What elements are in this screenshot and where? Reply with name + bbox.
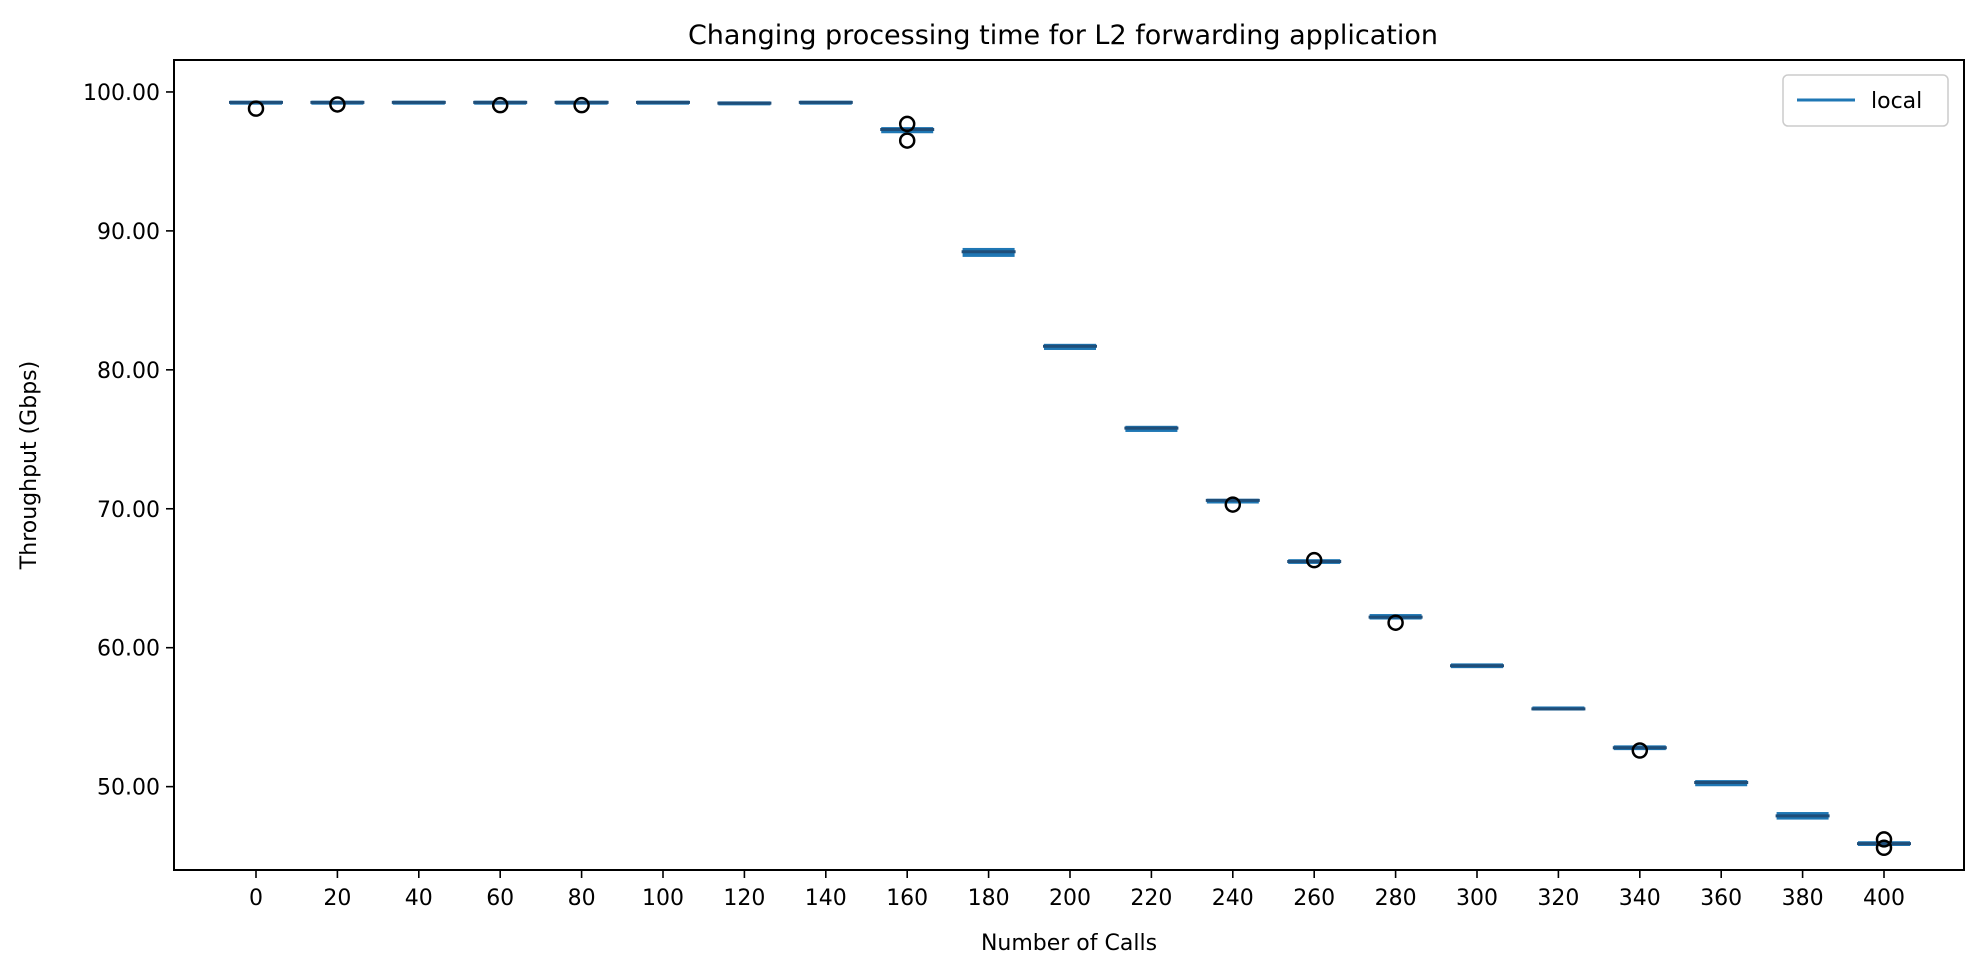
outlier-point [491, 96, 509, 114]
x-tick-label: 320 [1537, 886, 1579, 911]
y-tick-label: 90.00 [97, 220, 160, 245]
x-tick-label: 380 [1782, 886, 1824, 911]
x-axis-label: Number of Calls [981, 931, 1157, 956]
y-tick-label: 70.00 [97, 498, 160, 523]
box-group [473, 96, 528, 114]
outlier-point [573, 96, 590, 114]
x-axis-ticks: 0 20 40 60 80 100 120 140 160 180 200 220 240 260 280 3… [249, 870, 1905, 911]
legend: local [1782, 74, 1949, 127]
x-tick-label: 140 [805, 886, 847, 911]
outlier-point [247, 100, 265, 117]
outlier-point [329, 96, 346, 113]
x-tick-label: 60 [486, 886, 514, 911]
outlier-point [1387, 614, 1404, 631]
plot-frame [173, 59, 1965, 871]
y-axis-label: Throughput (Gbps) [17, 361, 42, 570]
box-group [310, 96, 365, 113]
outlier-point [1305, 551, 1323, 569]
x-tick-label: 400 [1863, 886, 1905, 911]
plot-area [229, 96, 1911, 857]
x-tick-label: 20 [323, 886, 351, 911]
y-tick-label: 50.00 [97, 776, 160, 801]
y-tick-label: 100.00 [83, 81, 160, 106]
x-tick-label: 160 [886, 886, 928, 911]
outlier-point [1875, 831, 1893, 848]
legend-frame [1782, 74, 1949, 127]
box-group [961, 247, 1016, 257]
outlier-point [898, 115, 916, 133]
y-tick-label: 60.00 [97, 637, 160, 662]
x-tick-label: 40 [405, 886, 433, 911]
x-tick-label: 80 [568, 886, 596, 911]
outlier-point [1875, 839, 1893, 857]
box-group [1368, 614, 1423, 631]
box-group [554, 96, 609, 114]
x-tick-label: 100 [642, 886, 684, 911]
y-axis-ticks: 50.00 60.00 70.00 80.00 90.00 100.00 [83, 81, 174, 801]
box-group [1043, 343, 1097, 350]
outlier-point [898, 132, 916, 149]
box-group [798, 100, 853, 105]
box-group [1857, 831, 1911, 857]
box-group [1450, 663, 1504, 669]
x-tick-label: 200 [1049, 886, 1091, 911]
x-tick-label: 360 [1700, 886, 1742, 911]
box-group [880, 115, 935, 149]
x-tick-label: 220 [1130, 886, 1172, 911]
outlier-point [1224, 496, 1242, 513]
x-tick-label: 240 [1212, 886, 1254, 911]
box-group [391, 100, 446, 105]
box-group [1694, 780, 1749, 787]
box-group [1287, 551, 1342, 569]
box-group [1775, 812, 1830, 820]
box-group [717, 101, 772, 106]
box-group [1531, 706, 1586, 711]
x-tick-label: 0 [249, 886, 263, 911]
box-group [1124, 425, 1179, 432]
outlier-point [1631, 742, 1649, 759]
y-tick-label: 80.00 [97, 359, 160, 384]
chart-title: Changing processing time for L2 forwardi… [688, 20, 1438, 51]
x-tick-label: 180 [968, 886, 1010, 911]
box-group [229, 100, 283, 117]
legend-label-local: local [1871, 89, 1922, 114]
x-tick-label: 340 [1619, 886, 1661, 911]
x-tick-label: 260 [1293, 886, 1335, 911]
box-group [1205, 496, 1260, 513]
x-tick-label: 120 [723, 886, 765, 911]
x-tick-label: 300 [1456, 886, 1498, 911]
x-tick-label: 280 [1375, 886, 1417, 911]
box-group [1612, 742, 1667, 759]
box-group [636, 100, 690, 105]
